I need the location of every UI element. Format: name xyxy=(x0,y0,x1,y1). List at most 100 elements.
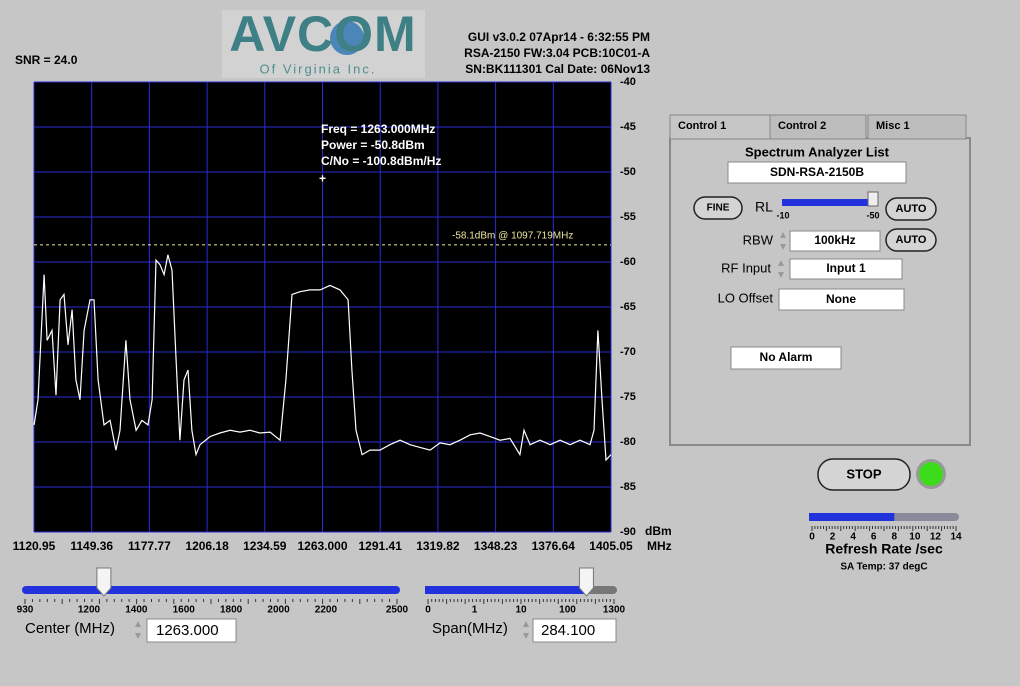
center-track[interactable] xyxy=(22,586,400,594)
spinner[interactable] xyxy=(780,232,786,250)
y-tick-label: -55 xyxy=(620,211,636,223)
rl-slider[interactable] xyxy=(782,199,878,206)
y-tick-label: -40 xyxy=(620,76,636,88)
reference-label: -58.1dBm @ 1097.719MHz xyxy=(452,231,573,242)
rf-label: RF Input xyxy=(721,260,771,275)
spinner[interactable] xyxy=(135,621,141,639)
tab[interactable] xyxy=(769,114,867,140)
center-tick-label: 1800 xyxy=(220,605,243,616)
logo-globe xyxy=(330,21,364,55)
y-unit: dBm xyxy=(645,524,672,538)
list-label: Spectrum Analyzer List xyxy=(745,144,890,159)
tab-label: Control 1 xyxy=(678,120,726,132)
span-tick-label: 10 xyxy=(515,605,527,616)
tab-label: Misc 1 xyxy=(876,120,910,132)
x-tick-label: 1291.41 xyxy=(359,539,403,553)
lo-label: LO Offset xyxy=(718,290,774,305)
span-tick-label: 100 xyxy=(559,605,576,616)
x-tick-label: 1120.95 xyxy=(13,539,56,553)
list-box[interactable] xyxy=(727,161,907,184)
temp: SA Temp: 37 degC xyxy=(840,562,927,573)
spinner[interactable] xyxy=(778,260,784,278)
tab[interactable] xyxy=(669,114,771,140)
info-line: GUI v3.0.2 07Apr14 - 6:32:55 PM xyxy=(468,30,650,44)
tab[interactable] xyxy=(867,114,967,140)
refresh-tick-label: 14 xyxy=(950,532,962,543)
center-entry-box[interactable] xyxy=(146,618,237,643)
auto-label: AUTO xyxy=(896,203,927,215)
fine-label: FINE xyxy=(707,203,730,214)
snr: SNR = 24.0 xyxy=(15,53,78,67)
rbw-box[interactable] xyxy=(789,230,881,252)
rf-box[interactable] xyxy=(789,258,903,280)
refresh-tick-label: 8 xyxy=(892,532,898,543)
center-tick-label: 1600 xyxy=(173,605,196,616)
y-tick-label: -60 xyxy=(620,256,636,268)
center-entry: 1263.000 xyxy=(156,622,219,639)
y-tick-label: -65 xyxy=(620,301,636,313)
tab-label: Control 2 xyxy=(778,120,826,132)
center-tick-label: 1400 xyxy=(125,605,148,616)
center-tick-label: 2500 xyxy=(386,605,409,616)
refresh-tick-label: 12 xyxy=(930,532,942,543)
rbw-value: 100kHz xyxy=(814,233,855,247)
list-value: SDN-RSA-2150B xyxy=(770,165,864,179)
refresh-tick-label: 0 xyxy=(809,532,815,543)
stop-button[interactable] xyxy=(817,458,911,491)
spinner[interactable] xyxy=(523,621,529,639)
x-tick-label: 1376.64 xyxy=(532,539,576,553)
marker-readout: C/No = -100.8dBm/Hz xyxy=(321,154,441,168)
refresh-tick-label: 10 xyxy=(909,532,921,543)
y-tick-label: -70 xyxy=(620,346,636,358)
y-tick-label: -90 xyxy=(620,526,636,538)
center-label: Center (MHz) xyxy=(25,620,115,637)
span-entry: 284.100 xyxy=(541,622,595,639)
center-tick-label: 2000 xyxy=(267,605,290,616)
center-tick-label: 2200 xyxy=(315,605,338,616)
logo: AVCOM xyxy=(229,6,416,62)
lo-value: None xyxy=(826,292,856,306)
rl-handle[interactable] xyxy=(867,191,879,207)
x-tick-label: 1405.05 xyxy=(589,539,633,553)
x-unit: MHz xyxy=(647,539,672,553)
x-tick-label: 1149.36 xyxy=(70,539,113,553)
rf-value: Input 1 xyxy=(826,261,866,275)
refresh-tick-label: 6 xyxy=(871,532,877,543)
y-tick-label: -80 xyxy=(620,436,636,448)
span-label: Span(MHz) xyxy=(432,620,508,637)
refresh-label: Refresh Rate /sec xyxy=(825,541,943,557)
x-tick-label: 1348.23 xyxy=(474,539,518,553)
refresh-fill xyxy=(809,513,895,521)
fine-button[interactable] xyxy=(693,196,743,220)
center-handle[interactable] xyxy=(96,567,112,597)
span-handle[interactable] xyxy=(578,567,594,597)
auto-label: AUTO xyxy=(896,234,927,246)
x-tick-label: 1177.77 xyxy=(128,539,171,553)
rl-label: RL xyxy=(755,199,773,215)
status-led xyxy=(919,462,943,486)
logo-bg xyxy=(222,10,425,78)
span-fill xyxy=(425,586,587,594)
x-tick-label: 1206.18 xyxy=(185,539,229,553)
stop-label: STOP xyxy=(846,466,881,481)
refresh-tick-label: 4 xyxy=(850,532,856,543)
marker-readout: Freq = 1263.000MHz xyxy=(321,122,435,136)
rl-max: -50 xyxy=(866,210,879,220)
span-entry-box[interactable] xyxy=(532,618,617,643)
auto-button[interactable] xyxy=(885,228,937,252)
rbw-label: RBW xyxy=(743,232,774,247)
alarm: No Alarm xyxy=(760,350,813,364)
y-tick-label: -50 xyxy=(620,166,636,178)
center-tick-label: 1200 xyxy=(78,605,101,616)
info-line: SN:BK111301 Cal Date: 06Nov13 xyxy=(465,62,650,76)
y-tick-label: -45 xyxy=(620,121,636,133)
auto-button[interactable] xyxy=(885,197,937,221)
x-tick-label: 1319.82 xyxy=(416,539,460,553)
logo-tagline: Of Virginia Inc. xyxy=(259,61,376,76)
span-tick-label: 0 xyxy=(425,605,431,616)
y-tick-label: -75 xyxy=(620,391,636,403)
marker: + xyxy=(319,171,326,185)
lo-box[interactable] xyxy=(778,288,905,311)
span-tick-label: 1 xyxy=(472,605,478,616)
